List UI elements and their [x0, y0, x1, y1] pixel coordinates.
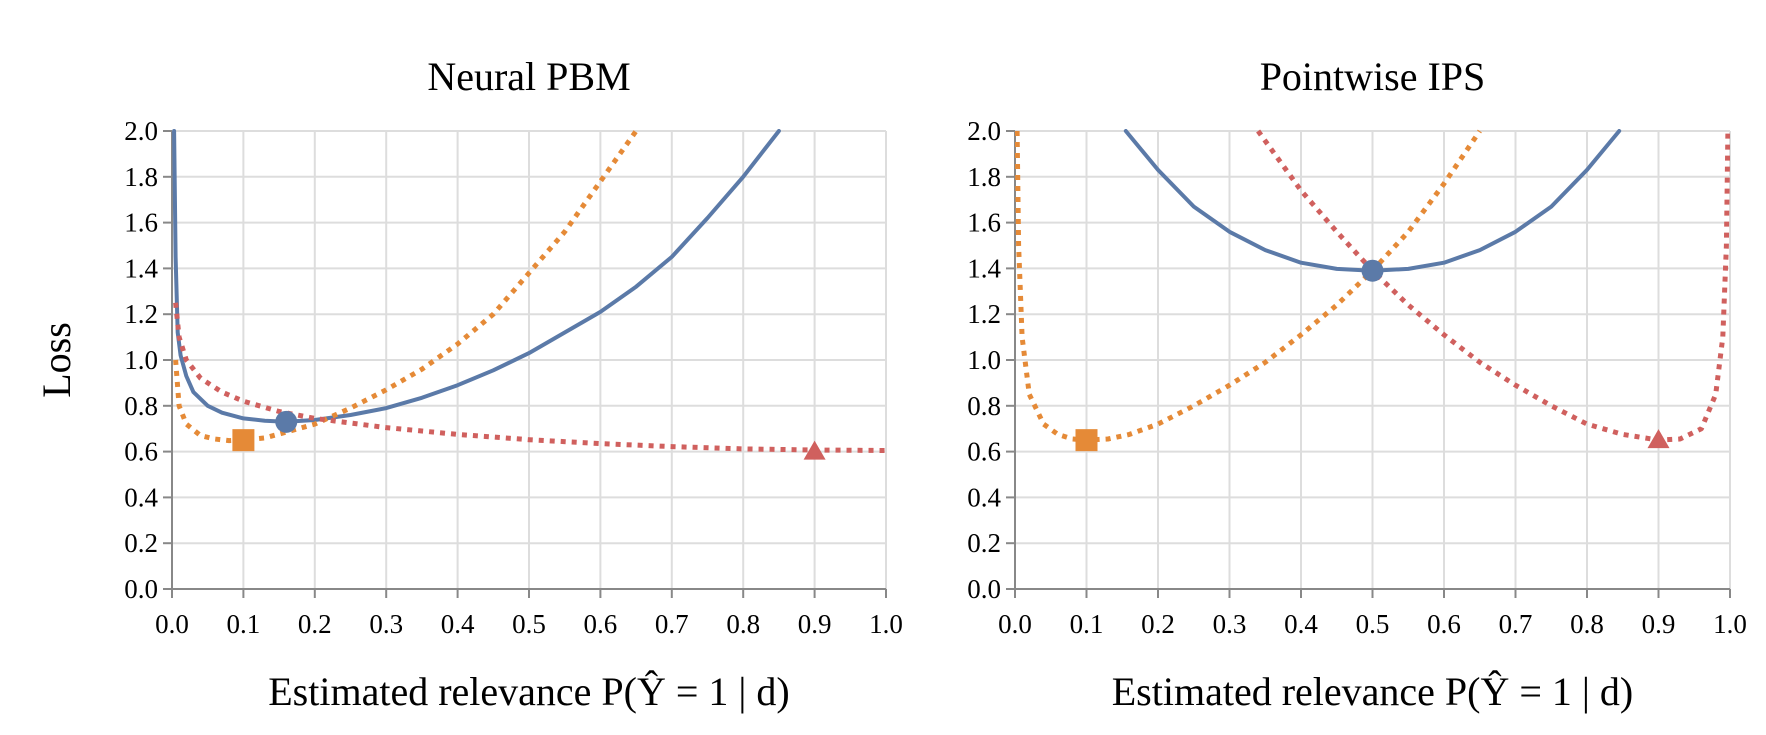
- min-marker-square: [232, 429, 255, 452]
- series-line: [173, 302, 886, 453]
- x-axis-title: Estimated relevance P(Ŷ = 1 | d): [268, 669, 790, 714]
- x-tick-label: 1.0: [869, 609, 903, 639]
- gridlines: [171, 130, 887, 590]
- y-tick-label: 0.2: [124, 528, 158, 558]
- panel-title: Pointwise IPS: [1260, 54, 1486, 99]
- y-tick-label: 0.8: [967, 391, 1001, 421]
- x-tick-label: 0.5: [512, 609, 546, 639]
- y-tick-label: 1.4: [967, 253, 1001, 283]
- y-tick-label: 0.0: [967, 574, 1001, 604]
- x-tick-label: 0.2: [1141, 609, 1175, 639]
- min-marker-square: [1075, 429, 1098, 452]
- x-tick-label: 0.7: [655, 609, 689, 639]
- x-tick-label: 0.8: [1570, 609, 1604, 639]
- gridlines: [1014, 130, 1731, 590]
- y-tick-label: 2.0: [124, 116, 158, 146]
- min-marker-triangle: [1647, 429, 1670, 449]
- y-tick-label: 1.4: [124, 253, 158, 283]
- x-tick-label: 0.9: [1642, 609, 1676, 639]
- x-tick-label: 0.0: [155, 609, 189, 639]
- series-line: [173, 129, 639, 444]
- x-tick-label: 0.1: [227, 609, 261, 639]
- x-tick-label: 0.1: [1070, 609, 1104, 639]
- x-axis-title: Estimated relevance P(Ŷ = 1 | d): [1112, 669, 1634, 714]
- x-tick-label: 0.2: [298, 609, 332, 639]
- panel-neural-pbm: 0.0 0.2 0.4 0.6 0.8 1.0 1.2 1.4 1.6 1.8 2.0 0.0 0.1 0…: [34, 54, 903, 714]
- x-tick-label: 0.4: [1284, 609, 1318, 639]
- x-tick-label: 0.3: [1213, 609, 1247, 639]
- y-tick-label: 0.4: [967, 482, 1001, 512]
- x-tick-label: 0.4: [441, 609, 475, 639]
- x-tick-label: 0.9: [798, 609, 832, 639]
- y-axis-title: Loss: [34, 322, 79, 398]
- x-tick-label: 0.0: [998, 609, 1032, 639]
- y-tick-label: 0.6: [124, 437, 158, 467]
- x-tick-label: 0.3: [369, 609, 403, 639]
- y-tick-label: 1.8: [124, 162, 158, 192]
- y-tick-label: 1.6: [124, 208, 158, 238]
- y-tick-label: 0.4: [124, 482, 158, 512]
- min-marker-triangle: [803, 440, 826, 460]
- x-tick-label: 0.6: [584, 609, 618, 639]
- panel-title: Neural PBM: [427, 54, 630, 99]
- y-tick-label: 1.8: [967, 162, 1001, 192]
- y-tick-label: 0.6: [967, 437, 1001, 467]
- x-tick-label: 0.8: [726, 609, 760, 639]
- x-tick-label: 0.5: [1356, 609, 1390, 639]
- y-tick-label: 1.2: [967, 299, 1001, 329]
- y-tick-label: 0.0: [124, 574, 158, 604]
- series-line: [172, 129, 781, 424]
- x-tick-label: 1.0: [1713, 609, 1747, 639]
- y-tick-label: 2.0: [967, 116, 1001, 146]
- y-tick-label: 1.2: [124, 299, 158, 329]
- y-tick-label: 1.0: [967, 345, 1001, 375]
- x-tick-label: 0.7: [1499, 609, 1533, 639]
- y-tick-label: 0.8: [124, 391, 158, 421]
- y-tick-label: 1.0: [124, 345, 158, 375]
- min-marker-circle: [1361, 259, 1384, 282]
- min-marker-circle: [275, 410, 298, 433]
- panel-pointwise-ips: 0.0 0.2 0.4 0.6 0.8 1.0 1.2 1.4 1.6 1.8 2.0 0.0 0.1 0…: [967, 54, 1747, 714]
- y-tick-label: 0.2: [967, 528, 1001, 558]
- y-tick-label: 1.6: [967, 208, 1001, 238]
- x-tick-label: 0.6: [1427, 609, 1461, 639]
